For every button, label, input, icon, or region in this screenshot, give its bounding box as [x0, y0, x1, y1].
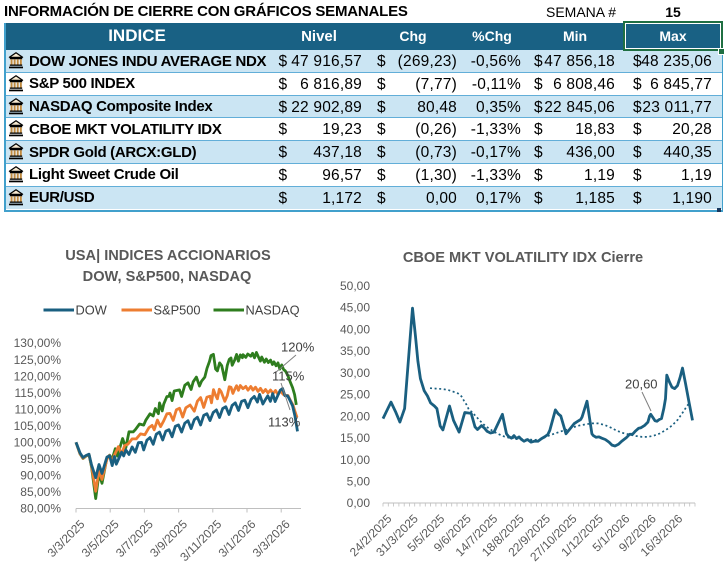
svg-text:80,00%: 80,00% — [20, 502, 61, 516]
svg-text:125,00%: 125,00% — [14, 353, 62, 367]
svg-text:NASDAQ: NASDAQ — [246, 302, 300, 317]
svg-text:130,00%: 130,00% — [14, 336, 62, 350]
svg-text:30,00: 30,00 — [340, 366, 370, 380]
svg-text:105,00%: 105,00% — [14, 419, 62, 433]
svg-text:45,00: 45,00 — [340, 301, 370, 315]
svg-text:USA| INDICES ACCIONARIOS: USA| INDICES ACCIONARIOS — [65, 248, 271, 264]
svg-text:15,00: 15,00 — [340, 431, 370, 445]
svg-text:90,00%: 90,00% — [20, 469, 61, 483]
svg-text:110,00%: 110,00% — [15, 402, 62, 416]
svg-text:3/3/2026: 3/3/2026 — [250, 517, 293, 560]
svg-text:CBOE MKT VOLATILITY IDX Cierre: CBOE MKT VOLATILITY IDX Cierre — [403, 250, 643, 266]
svg-text:113%: 113% — [268, 415, 301, 430]
svg-text:40,00: 40,00 — [340, 322, 370, 336]
svg-text:50,00: 50,00 — [340, 279, 370, 293]
svg-text:115%: 115% — [272, 369, 305, 384]
svg-text:20,60: 20,60 — [625, 377, 658, 392]
svg-text:95,00%: 95,00% — [20, 452, 61, 466]
svg-text:25,00: 25,00 — [340, 388, 370, 402]
svg-text:10,00: 10,00 — [340, 453, 370, 467]
svg-text:5,00: 5,00 — [347, 475, 371, 489]
svg-text:120,00%: 120,00% — [14, 369, 62, 383]
svg-text:85,00%: 85,00% — [20, 485, 61, 499]
svg-text:DOW: DOW — [76, 302, 108, 317]
svg-text:100,00%: 100,00% — [14, 436, 62, 450]
svg-text:0,00: 0,00 — [347, 496, 371, 510]
svg-text:120%: 120% — [281, 340, 315, 355]
svg-text:DOW, S&P500, NASDAQ: DOW, S&P500, NASDAQ — [83, 269, 252, 285]
svg-text:35,00: 35,00 — [340, 344, 370, 358]
svg-text:20,00: 20,00 — [340, 409, 370, 423]
svg-text:115,00%: 115,00% — [15, 386, 62, 400]
svg-text:S&P500: S&P500 — [154, 302, 201, 317]
